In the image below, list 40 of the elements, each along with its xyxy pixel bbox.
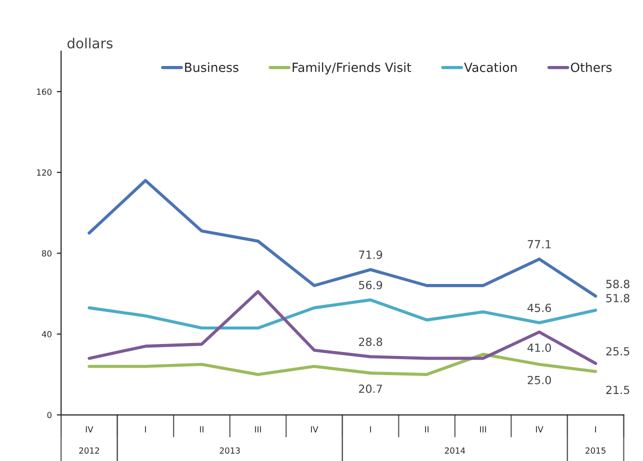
- x-tick-label: II: [200, 426, 204, 432]
- data-label: 28.8: [358, 338, 382, 346]
- data-label: 20.7: [358, 384, 382, 393]
- legend-label: Business: [185, 62, 238, 72]
- data-label: 25.0: [528, 376, 551, 384]
- y-tick-label: 120: [37, 169, 52, 176]
- data-label: 71.9: [359, 250, 382, 259]
- x-tick-label: IV: [311, 426, 318, 432]
- y-tick-label: 80: [42, 250, 52, 257]
- data-label: 58.8: [606, 280, 630, 288]
- x-tick-label: I: [370, 426, 371, 432]
- text: 2015: [586, 447, 606, 454]
- legend-label: Others: [570, 62, 612, 72]
- y-axis-title: dollars: [67, 38, 113, 48]
- x-tick-label: III: [480, 426, 486, 432]
- x-tick-label: III: [255, 426, 261, 432]
- line-series: [88, 352, 598, 376]
- data-label: 56.9: [359, 280, 382, 290]
- data-label: 25.5: [606, 347, 630, 356]
- y-tick-label: 40: [42, 331, 52, 338]
- data-label: 41.0: [527, 344, 551, 352]
- data-label: 51.8: [606, 294, 630, 302]
- text: 2014: [444, 447, 466, 454]
- data-label: 21.5: [606, 386, 630, 394]
- x-tick-label: I: [595, 426, 596, 432]
- legend-label: Family/Friends Visit: [292, 62, 412, 75]
- y-tick-label: 0: [47, 412, 52, 418]
- data-label: 77.1: [528, 240, 551, 248]
- data-label: 45.6: [527, 304, 551, 312]
- line-series: [88, 298, 598, 330]
- line-series: [88, 178, 598, 298]
- text: 2013: [220, 447, 240, 454]
- x-tick-label: IV: [536, 426, 544, 432]
- x-tick-label: I: [145, 426, 146, 432]
- text: 2012: [79, 447, 99, 454]
- x-tick-label: II: [425, 426, 428, 432]
- line-series: [88, 290, 598, 365]
- legend-label: Vacation: [464, 62, 517, 72]
- x-tick-label: IV: [86, 426, 94, 432]
- y-tick-label: 160: [37, 88, 52, 95]
